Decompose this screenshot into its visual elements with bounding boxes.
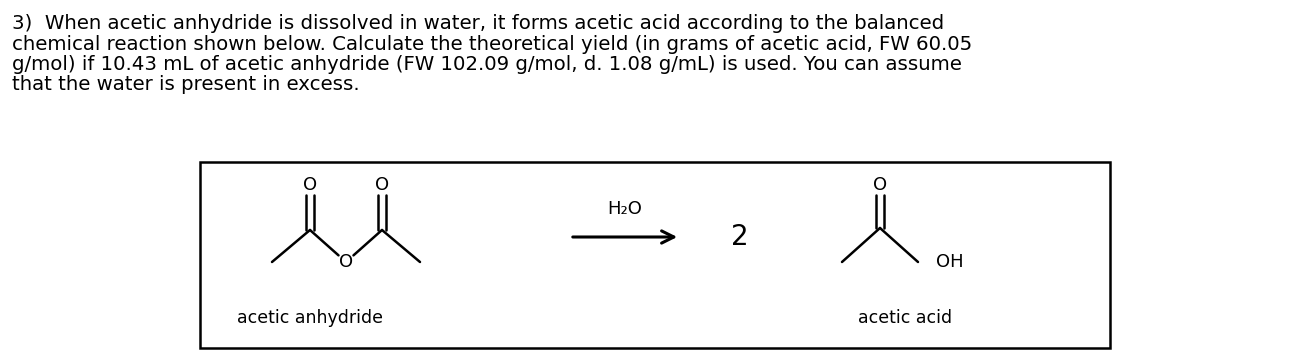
Text: acetic acid: acetic acid [858, 309, 952, 327]
Text: chemical reaction shown below. Calculate the theoretical yield (in grams of acet: chemical reaction shown below. Calculate… [12, 34, 972, 53]
Text: g/mol) if 10.43 mL of acetic anhydride (FW 102.09 g/mol, d. 1.08 g/mL) is used. : g/mol) if 10.43 mL of acetic anhydride (… [12, 55, 961, 74]
Text: H₂O: H₂O [607, 200, 642, 218]
Text: O: O [375, 176, 388, 194]
Text: OH: OH [937, 253, 964, 271]
Bar [200, 162, 1110, 348]
Text: acetic anhydride: acetic anhydride [237, 309, 383, 327]
Text: O: O [872, 176, 887, 194]
Text: O: O [303, 176, 317, 194]
Text: 3)  When acetic anhydride is dissolved in water, it forms acetic acid according : 3) When acetic anhydride is dissolved in… [12, 14, 944, 33]
Text: O: O [339, 253, 353, 271]
Text: 2: 2 [731, 223, 748, 251]
Text: that the water is present in excess.: that the water is present in excess. [12, 75, 360, 95]
